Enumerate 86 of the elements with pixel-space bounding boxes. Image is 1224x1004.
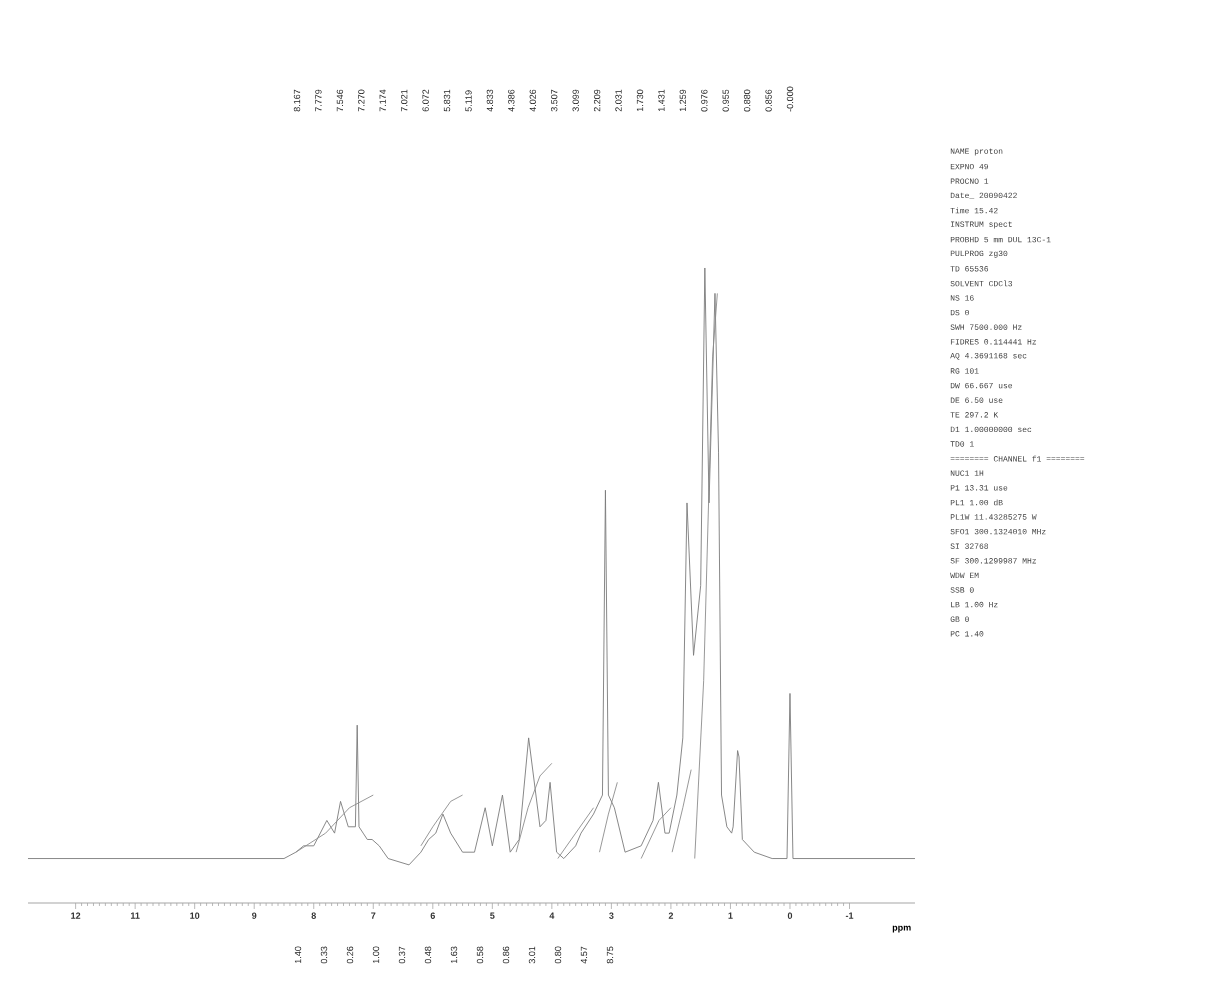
text: DW 66.667 use bbox=[950, 382, 1013, 389]
text: Time 15.42 bbox=[950, 207, 998, 214]
text: LB 1.00 Hz bbox=[951, 601, 998, 608]
text: FIDRES 0.114441 Hz bbox=[950, 339, 1036, 345]
text: 0.48 bbox=[424, 946, 432, 964]
text: 0.955 bbox=[722, 89, 729, 112]
text: 0.880 bbox=[743, 89, 751, 112]
text: 7.174 bbox=[379, 89, 386, 112]
text: 5.119 bbox=[465, 90, 472, 112]
x-tick-label: 9 bbox=[252, 912, 257, 919]
text: NS 16 bbox=[950, 295, 974, 301]
text: SF 300.1299987 MHz bbox=[950, 558, 1036, 564]
text: 7.546 bbox=[336, 89, 344, 112]
text: 4.57 bbox=[580, 946, 588, 964]
text: Date_ 20090422 bbox=[950, 192, 1017, 199]
x-tick-label: 7 bbox=[371, 912, 376, 919]
text: DS 0 bbox=[950, 309, 969, 316]
x-tick-label: 6 bbox=[430, 912, 435, 919]
text: TD 65536 bbox=[950, 266, 989, 272]
text: 1.00 bbox=[372, 946, 380, 964]
text: SSB 0 bbox=[950, 587, 974, 593]
text: NUC1 1H bbox=[950, 470, 984, 476]
text: 7.270 bbox=[358, 89, 365, 112]
text: 0.37 bbox=[398, 946, 406, 964]
text: PROBHD 5 mm DUL 13C-1 bbox=[950, 236, 1051, 243]
text: SOLVENT CDCl3 bbox=[950, 280, 1013, 287]
text: DE 6.50 use bbox=[950, 397, 1003, 403]
text: 1.40 bbox=[294, 946, 302, 964]
text: 4.026 bbox=[529, 89, 536, 112]
text: D1 1.00000000 sec bbox=[950, 426, 1032, 433]
text: NAME proton bbox=[950, 148, 1003, 156]
text: PL1W 11.43285275 W bbox=[950, 514, 1037, 520]
text: 8.167 bbox=[293, 89, 301, 112]
text: 2.209 bbox=[593, 89, 601, 112]
text: 0.26 bbox=[346, 946, 354, 964]
text: 1.63 bbox=[450, 946, 458, 964]
text: 0.33 bbox=[320, 946, 328, 964]
text: INSTRUM spect bbox=[950, 221, 1012, 229]
text: RG 101 bbox=[950, 368, 979, 374]
text: 0.86 bbox=[502, 946, 510, 964]
text: 7.779 bbox=[315, 89, 322, 112]
text: -0.000 bbox=[786, 86, 794, 112]
x-tick-label: 10 bbox=[190, 912, 200, 919]
text: GB 0 bbox=[950, 616, 969, 622]
text: 5.831 bbox=[443, 89, 451, 112]
text: SI 32768 bbox=[950, 543, 989, 549]
text: PC 1.40 bbox=[950, 631, 984, 637]
text: 3.507 bbox=[551, 89, 558, 112]
x-tick-label: 0 bbox=[787, 912, 793, 919]
text: TD0 1 bbox=[950, 441, 974, 447]
text: EXPNO 49 bbox=[950, 163, 989, 170]
x-tick-label: 1 bbox=[728, 912, 733, 919]
x-tick-label: -1 bbox=[845, 912, 854, 919]
x-tick-label: 5 bbox=[490, 912, 495, 919]
text: PROCNO 1 bbox=[950, 178, 989, 184]
text: P1 13.31 use bbox=[950, 485, 1008, 491]
text: 3.099 bbox=[572, 89, 579, 112]
x-tick-label: 4 bbox=[549, 912, 555, 919]
text: 0.80 bbox=[554, 946, 562, 964]
x-axis-title: ppm bbox=[892, 925, 911, 933]
text: SWH 7500.000 Hz bbox=[950, 324, 1022, 330]
text: SFO1 300.1324010 MHz bbox=[950, 528, 1046, 535]
text: WDW EM bbox=[950, 572, 979, 579]
text: 2.031 bbox=[615, 89, 622, 112]
text: 6.072 bbox=[422, 89, 429, 112]
text: 4.386 bbox=[508, 89, 515, 112]
text: 0.58 bbox=[476, 946, 484, 964]
text: 7.021 bbox=[401, 89, 408, 112]
text: 4.833 bbox=[486, 89, 494, 112]
text: TE 297.2 K bbox=[950, 412, 999, 418]
text: 1.259 bbox=[679, 89, 686, 112]
text: 1.730 bbox=[636, 89, 644, 112]
x-tick-label: 2 bbox=[668, 912, 674, 919]
x-tick-label: 12 bbox=[71, 912, 81, 919]
text: AQ 4.3691168 sec bbox=[950, 352, 1027, 360]
text: 8.75 bbox=[606, 946, 614, 964]
text: 1.431 bbox=[658, 89, 665, 112]
text: ======== CHANNEL f1 ======== bbox=[950, 455, 1085, 462]
text: PULPROG zg30 bbox=[950, 250, 1008, 258]
x-tick-label: 3 bbox=[609, 912, 614, 919]
x-tick-label: 11 bbox=[130, 912, 140, 919]
text: 0.856 bbox=[765, 89, 772, 112]
text: 3.01 bbox=[528, 946, 536, 964]
x-tick-label: 8 bbox=[311, 912, 316, 919]
text: PL1 1.00 dB bbox=[950, 499, 1003, 506]
text: 0.976 bbox=[701, 89, 708, 112]
